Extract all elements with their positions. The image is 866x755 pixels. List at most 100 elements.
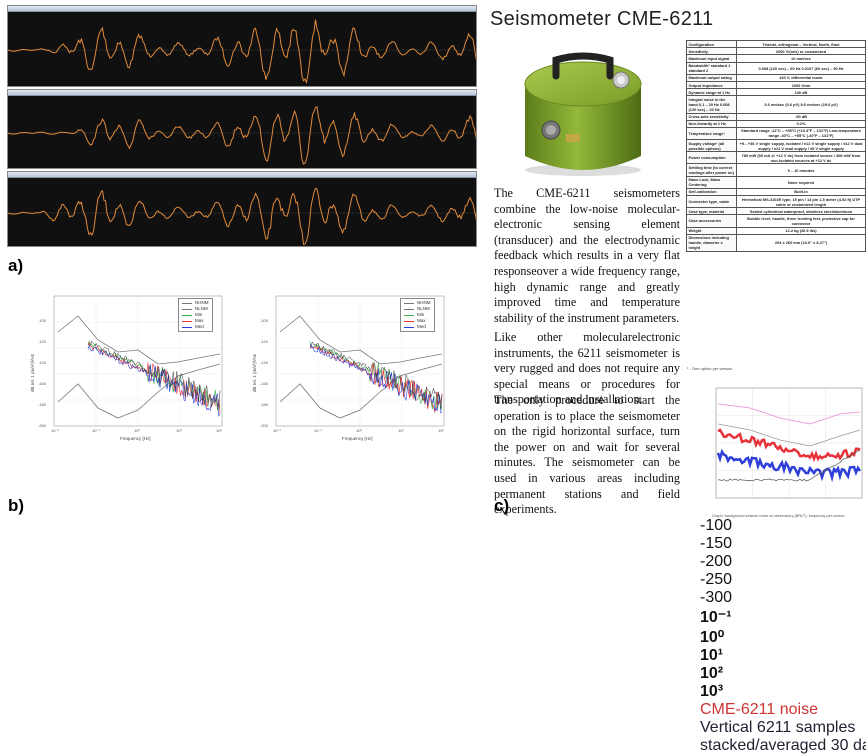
spec-key: Power consumption [686, 151, 737, 165]
spec-row: Configuration Triaxial, orthogonal – Vert… [686, 39, 866, 49]
legend-item: Med [404, 324, 431, 330]
spec-value: 140 dB [736, 88, 866, 97]
noise-chart-caption: Graph: background seismic noise at obser… [712, 514, 845, 518]
spec-key: Configuration [686, 39, 737, 49]
spec-row: Dimensions including handle, diameter x … [686, 233, 866, 252]
product-title: Seismometer CME-6211 [490, 8, 714, 30]
spec-value: -50 dB [736, 112, 866, 121]
x-tick: 10¹ [700, 647, 724, 664]
y-tick: -300 [700, 589, 733, 606]
spec-value: 5 – 10 minutes [736, 163, 866, 177]
seismometer-image [524, 52, 642, 176]
spec-key: Non-linearity at 1 Hz [686, 119, 737, 128]
spec-value: 1000 Ohm [736, 80, 866, 90]
y-tick: -160 [38, 381, 47, 386]
waveform-plot-1 [8, 19, 476, 85]
spec-row: Non-linearity at 1 Hz 0.2% [686, 119, 866, 128]
chart-annotation: Vertical 6211 samples stacked/averaged 3… [700, 719, 866, 754]
x-tick: 10⁻¹ [314, 428, 322, 433]
legend-item: NLNM [182, 306, 209, 312]
legend-left: NHNM NLNM Min Max Med [178, 298, 213, 332]
y-tick: -120 [260, 339, 269, 344]
spec-value: 10 mm/sec [736, 54, 866, 63]
x-tick: 10¹ [398, 428, 404, 433]
legend-item: Max [404, 318, 431, 324]
spec-row: Cross-axis sensitivity -50 dB [686, 112, 866, 121]
spec-value: 3.6 nm/sec (0.6 pV) 9.6 nm/sec (19.6 pV) [736, 95, 866, 114]
spec-key: Dynamic range at 1 Hz [686, 88, 737, 97]
spec-value: 204 x 260 mm (10.0" x 8.27") [736, 233, 866, 252]
spec-row: Temperature range¹ Standard range -12°C –… [686, 126, 866, 141]
legend-item: NHNM [182, 300, 209, 306]
spec-value: ±20 V, differential mode [736, 73, 866, 82]
spec-value: Built-in [736, 187, 866, 197]
waveform-trace-2 [8, 105, 476, 165]
window-titlebar[interactable] [8, 90, 476, 96]
x-tick: 10⁻¹ [92, 428, 100, 433]
spec-key: Weight [686, 226, 737, 235]
y-tick: -140 [260, 360, 269, 365]
y-tick: -140 [38, 360, 47, 365]
spec-key: Integral noise in the band 0.1 – 20 Hz 0… [686, 95, 737, 114]
x-tick: 10⁰ [134, 428, 141, 433]
x-axis-label-right: Frequency [Hz] [342, 436, 373, 441]
legend-item: Max [182, 318, 209, 324]
spec-value: Hermetical MS-3102E type, 19 pin / 14 pi… [736, 194, 866, 209]
y-tick: -150 [700, 535, 733, 552]
spec-value: 0.2% [736, 119, 866, 128]
noise-chart: -100 -150 -200 -250 -300 10⁻¹ 10⁰ 10¹ 10… [700, 384, 866, 754]
spec-row: Connector type, cable Hermetical MS-3102E… [686, 194, 866, 209]
description-paragraph-1: The CME-6211 seismometers combine the lo… [494, 186, 680, 325]
spec-row: Weight 12.2 kg (26.9 lbs) [686, 226, 866, 235]
x-tick: 10⁻¹ [700, 609, 732, 626]
waveform-plot-3 [8, 187, 476, 246]
legend-right: NHNM NLNM Min Max Med [400, 298, 435, 332]
x-tick: 10⁻² [273, 428, 281, 433]
spec-row: Mass Lock, Mass Centering None required [686, 175, 866, 189]
description-paragraph-3: The only procedure to start the operatio… [494, 393, 680, 517]
legend-item: Med [182, 324, 209, 330]
table-footnote: ¹ - One option per version [687, 366, 733, 371]
legend-item: Min [404, 312, 431, 318]
spec-row: Case accessories Bubble level, handle, th… [686, 214, 866, 228]
x-tick: 10⁰ [700, 629, 725, 646]
spec-row: Bandwidth¹ standard 1 standard 2 0.008 (1… [686, 61, 866, 75]
spec-key: Maximum input signal [686, 54, 737, 63]
waveform-trace-3 [8, 187, 476, 246]
waveform-window-2[interactable] [7, 89, 477, 169]
y-tick: -160 [260, 381, 269, 386]
y-tick: -200 [260, 423, 269, 428]
spec-value: 0.008 (120 sec) – 50 Hz 0.0167 (60 sec) … [736, 61, 866, 75]
y-tick: -200 [38, 423, 47, 428]
spec-key: Output impedance [686, 80, 737, 90]
y-tick: -120 [38, 339, 47, 344]
waveform-plot-2 [8, 105, 476, 165]
window-titlebar[interactable] [8, 172, 476, 178]
spec-value: Bubble level, handle, three leveling fee… [736, 214, 866, 228]
spec-key: Case accessories [686, 214, 737, 228]
spectrum-plot-right: NHNM NLNM Min Max Med dB rel. 1 (m/s²)²/… [250, 292, 450, 444]
legend-item: NHNM [404, 300, 431, 306]
window-titlebar[interactable] [8, 6, 476, 12]
waveform-window-1[interactable] [7, 5, 477, 87]
spec-key: Bandwidth¹ standard 1 standard 2 [686, 61, 737, 75]
waveform-window-3[interactable] [7, 171, 477, 247]
spec-key: Temperature range¹ [686, 126, 737, 141]
description-paragraph-2: Like other molecularelectronic instrumen… [494, 330, 680, 407]
y-axis-label-right: dB rel. 1 (m/s²)²/Hz [252, 353, 257, 392]
y-tick: -200 [700, 553, 733, 570]
waveform-trace-1 [8, 19, 476, 85]
x-tick: 10² [438, 428, 444, 433]
spec-key: Supply voltage¹ (all possible options) [686, 139, 737, 153]
x-tick: 10⁰ [356, 428, 363, 433]
x-tick: 10² [216, 428, 222, 433]
spec-row: Power consumption 780 mW (50 mA @ +12 V d… [686, 151, 866, 165]
y-tick: -100 [38, 318, 47, 323]
spectrum-plot-left: NHNM NLNM Min Max Med dB rel. 1 (m/s²)²/… [28, 292, 228, 444]
y-tick: -100 [700, 517, 733, 534]
spec-key: Cross-axis sensitivity [686, 112, 737, 121]
spec-key: Sensitivity [686, 47, 737, 56]
spec-row: Dynamic range at 1 Hz 140 dB [686, 88, 866, 97]
spec-value: 12.2 kg (26.9 lbs) [736, 226, 866, 235]
panel-label-b: b) [8, 496, 25, 515]
